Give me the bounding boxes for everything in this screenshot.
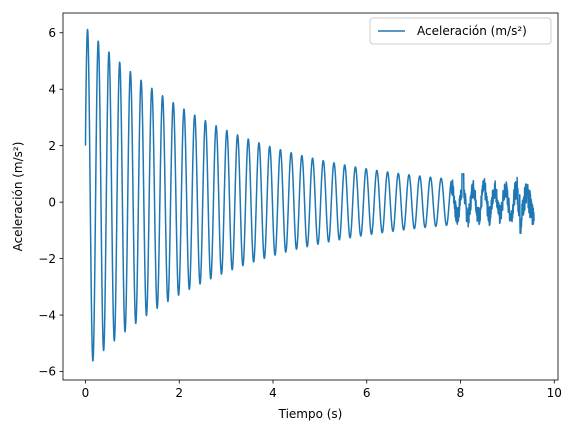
x-tick-label: 2 [175, 386, 183, 400]
x-tick-label: 4 [269, 386, 277, 400]
plot-frame [62, 12, 559, 381]
y-tick-label: 2 [48, 139, 56, 153]
y-tick-label: 0 [48, 195, 56, 209]
y-tick-label: 6 [48, 26, 56, 40]
plot-area [84, 28, 535, 362]
x-tick-label: 8 [457, 386, 465, 400]
x-tick-label: 10 [547, 386, 562, 400]
y-tick-label: −2 [38, 252, 56, 266]
legend: Aceleración (m/s²) [369, 17, 552, 45]
legend-entry-label: Aceleración (m/s²) [417, 24, 527, 38]
y-axis-label: Aceleración (m/s²) [11, 142, 25, 252]
y-tick-label: 4 [48, 82, 56, 96]
legend-frame [369, 17, 552, 45]
series-line-aceleracion [84, 28, 535, 362]
y-tick-label: −6 [38, 365, 56, 379]
x-axis-label: Tiempo (s) [278, 407, 343, 421]
axes: 0 2 4 6 8 10 −6 −4 −2 0 2 4 6 [38, 12, 562, 400]
x-tick-label: 6 [363, 386, 371, 400]
x-tick-label: 0 [82, 386, 90, 400]
y-tick-label: −4 [38, 308, 56, 322]
